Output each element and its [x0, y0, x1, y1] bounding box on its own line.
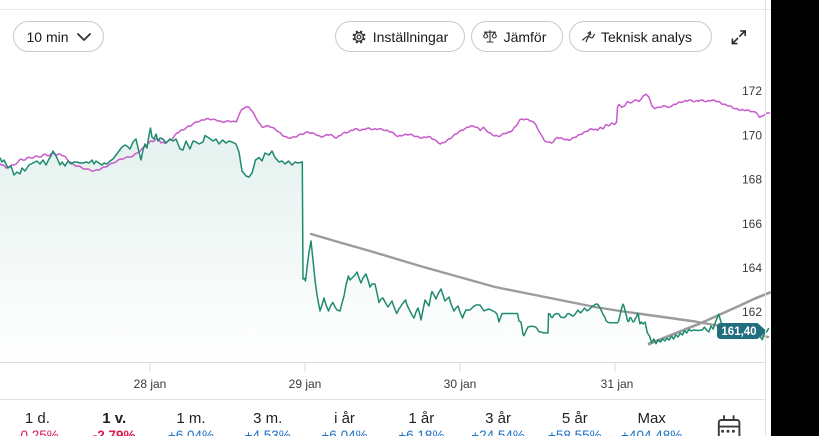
svg-text:162: 162	[742, 305, 762, 319]
svg-text:161,40: 161,40	[721, 326, 756, 338]
svg-text:29 jan: 29 jan	[289, 377, 322, 391]
svg-text:166: 166	[742, 217, 762, 231]
svg-text:31 jan: 31 jan	[601, 377, 634, 391]
svg-text:170: 170	[742, 128, 762, 142]
svg-text:30 jan: 30 jan	[444, 377, 477, 391]
svg-text:172: 172	[742, 84, 762, 98]
svg-text:28 jan: 28 jan	[134, 377, 167, 391]
svg-text:164: 164	[742, 261, 762, 275]
svg-text:168: 168	[742, 173, 762, 187]
